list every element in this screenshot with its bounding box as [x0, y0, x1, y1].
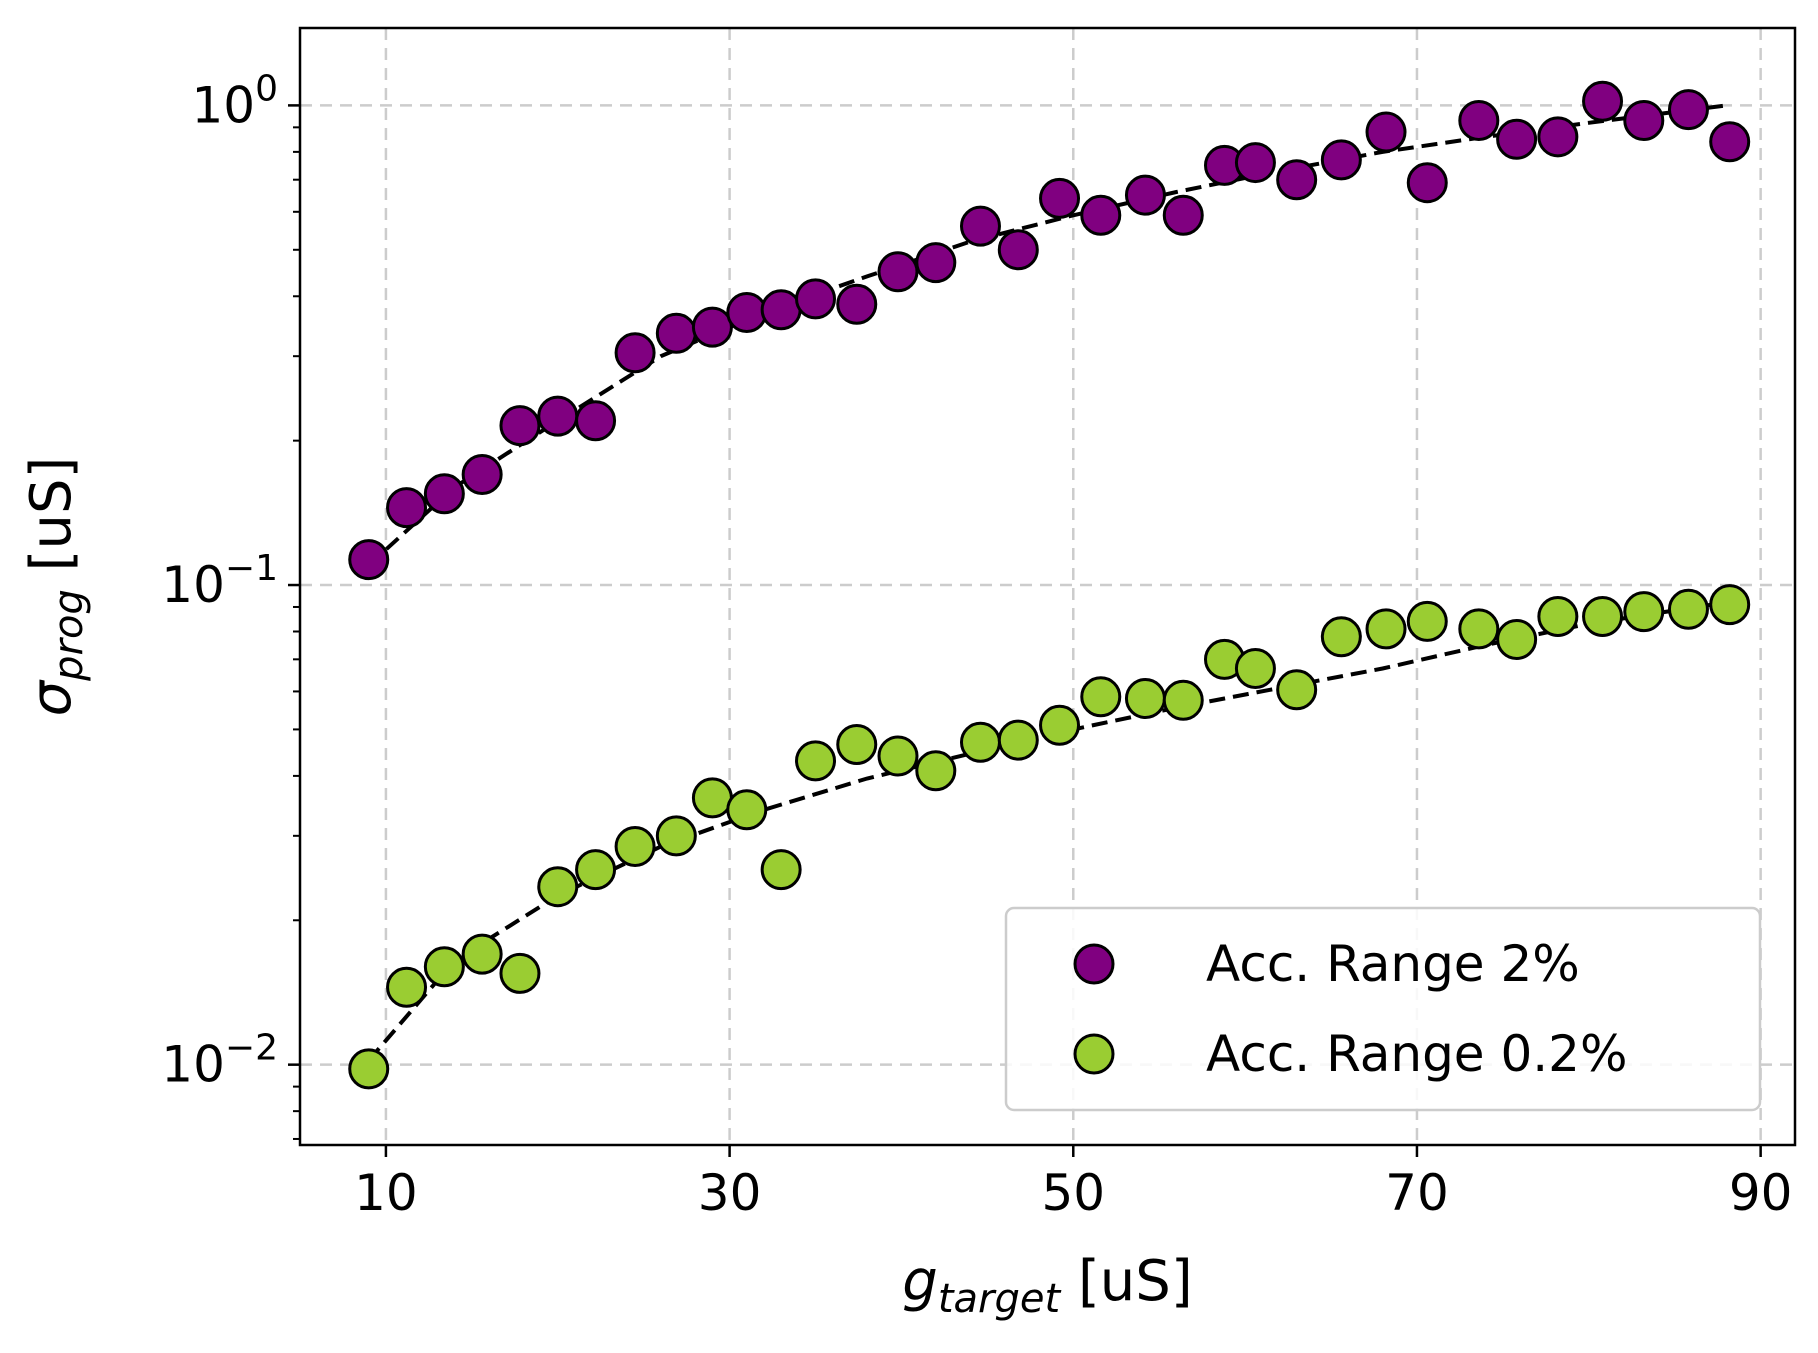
data-point-series-2: [1709, 584, 1751, 626]
data-point-series-2: [1124, 677, 1166, 719]
data-point-series-2: [1080, 676, 1122, 718]
data-point-series-2: [1537, 595, 1579, 637]
data-point-series-2: [691, 777, 733, 819]
data-point-series-1: [691, 306, 733, 348]
data-point-series-2: [1582, 595, 1624, 637]
data-point-series-1: [997, 229, 1039, 271]
y-axis-label: σprog [uS]: [19, 457, 92, 717]
plot-frame: [298, 26, 1797, 1147]
data-point-series-2: [575, 849, 617, 891]
y-tick-label: 10−2: [161, 1028, 278, 1094]
data-point-series-2: [959, 721, 1001, 763]
data-point-series-1: [1667, 89, 1709, 131]
data-point-series-2: [915, 750, 957, 792]
x-axis-label: gtarget [uS]: [902, 1249, 1192, 1322]
legend-label: Acc. Range 0.2%: [1206, 1025, 1627, 1083]
data-point-series-1: [959, 205, 1001, 247]
data-point-series-2: [386, 966, 428, 1008]
data-point-series-1: [1276, 159, 1318, 201]
y-tick-label: 10−1: [161, 548, 278, 614]
data-point-series-2: [1234, 647, 1276, 689]
data-point-series-1: [1162, 194, 1204, 236]
data-point-series-2: [1162, 679, 1204, 721]
data-point-series-1: [655, 312, 697, 354]
data-point-series-2: [1458, 608, 1500, 650]
data-point-series-1: [760, 289, 802, 331]
data-point-series-1: [1080, 194, 1122, 236]
data-point-series-1: [614, 332, 656, 374]
data-point-series-2: [614, 826, 656, 868]
data-point-series-1: [461, 454, 503, 496]
data-point-series-2: [997, 719, 1039, 761]
data-point-series-1: [1496, 118, 1538, 160]
data-point-series-1: [1537, 116, 1579, 158]
data-point-series-2: [1406, 600, 1448, 642]
data-point-series-1: [423, 473, 465, 515]
x-tick-label: 10: [354, 1164, 418, 1222]
data-point-series-2: [1496, 618, 1538, 660]
x-tick-label: 50: [1041, 1164, 1105, 1222]
legend-marker: [1073, 1033, 1115, 1075]
x-tick-label: 30: [698, 1164, 762, 1222]
data-point-series-1: [1582, 80, 1624, 122]
data-point-series-1: [1234, 142, 1276, 184]
data-point-series-1: [836, 283, 878, 325]
data-point-series-2: [760, 849, 802, 891]
data-point-series-1: [1124, 174, 1166, 216]
legend: Acc. Range 2% Acc. Range 0.2%: [1004, 906, 1762, 1112]
data-point-series-2: [655, 815, 697, 857]
data-point-series-1: [499, 405, 541, 447]
data-point-series-1: [726, 292, 768, 334]
data-point-series-2: [1039, 704, 1081, 746]
data-point-series-1: [575, 400, 617, 442]
data-point-series-2: [877, 735, 919, 777]
legend-label: Acc. Range 2%: [1206, 935, 1580, 993]
data-point-series-1: [1039, 177, 1081, 219]
data-point-series-1: [795, 278, 837, 320]
x-tick-label: 70: [1385, 1164, 1449, 1222]
data-point-series-1: [1623, 100, 1665, 142]
data-point-series-2: [1365, 608, 1407, 650]
data-point-series-2: [726, 789, 768, 831]
data-point-series-1: [915, 242, 957, 284]
data-point-series-2: [795, 740, 837, 782]
y-tick-label: 100: [191, 68, 278, 134]
data-point-series-2: [1276, 669, 1318, 711]
axis-ticks: 10 30 50 70 90 10−2 10−1 100: [161, 68, 1792, 1222]
legend-box: [1004, 906, 1762, 1112]
data-point-series-1: [348, 539, 390, 581]
data-point-series-1: [1406, 162, 1448, 204]
data-points: [348, 80, 1751, 1090]
data-point-series-2: [1667, 588, 1709, 630]
data-point-series-1: [1458, 100, 1500, 142]
data-point-series-2: [423, 946, 465, 988]
data-point-series-1: [1709, 121, 1751, 163]
data-point-series-1: [1365, 111, 1407, 153]
data-point-series-1: [386, 487, 428, 529]
data-point-series-2: [461, 933, 503, 975]
data-point-series-2: [348, 1048, 390, 1090]
legend-marker: [1073, 943, 1115, 985]
data-point-series-2: [499, 952, 541, 994]
data-point-series-2: [836, 724, 878, 766]
data-point-series-1: [537, 395, 579, 437]
x-tick-label: 90: [1729, 1164, 1793, 1222]
data-point-series-1: [1320, 139, 1362, 181]
data-point-series-2: [537, 866, 579, 908]
data-point-series-2: [1623, 591, 1665, 633]
data-point-series-1: [877, 251, 919, 293]
data-point-series-2: [1320, 616, 1362, 658]
